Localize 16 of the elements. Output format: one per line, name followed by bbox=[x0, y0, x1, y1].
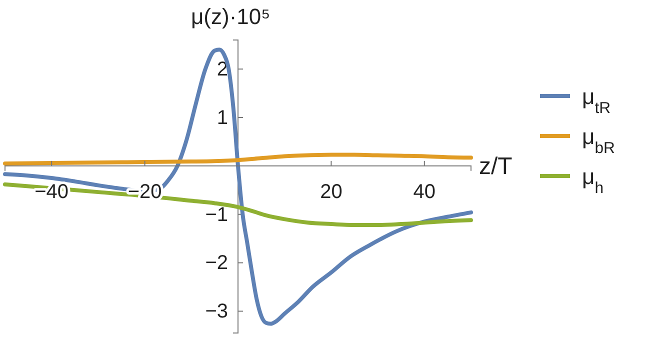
y-tick-label: 1 bbox=[216, 106, 228, 129]
y-tick-label: 2 bbox=[216, 58, 228, 80]
legend-label: μ$_{tR}$ bbox=[582, 84, 611, 116]
legend-label: μ$_{bR}$ bbox=[582, 124, 615, 156]
y-tick-label: −1 bbox=[205, 204, 228, 226]
legend-label: μ$_{h}$ bbox=[582, 164, 604, 196]
x-tick-label: 20 bbox=[320, 180, 342, 203]
y-tick-label: −3 bbox=[205, 300, 228, 323]
line-series bbox=[3, 48, 473, 326]
line-series bbox=[3, 182, 473, 227]
y-axis-title: μ(z)·10⁵ bbox=[191, 4, 270, 29]
line-series bbox=[3, 152, 473, 166]
x-tick-label: 40 bbox=[413, 180, 436, 203]
x-tick-label: −20 bbox=[128, 180, 162, 203]
x-axis-title: z/T bbox=[479, 152, 513, 180]
y-tick-label: −2 bbox=[205, 252, 228, 274]
